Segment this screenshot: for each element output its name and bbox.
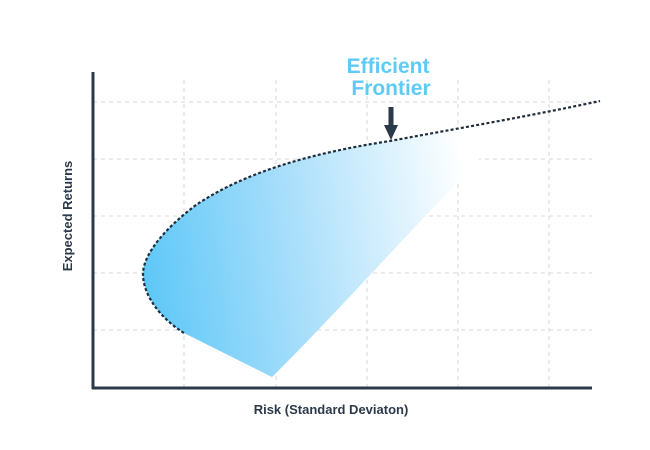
feasible-region [143,116,520,377]
annotation-line-1: Efficient [347,55,430,78]
annotation-line-2: Frontier [351,77,430,100]
arrow-down-icon [384,107,398,140]
y-axis-label: Expected Returns [60,161,75,272]
annotation-efficient-frontier: Efficient Frontier [347,55,436,100]
x-axis-label: Risk (Standard Deviaton) [254,402,409,417]
